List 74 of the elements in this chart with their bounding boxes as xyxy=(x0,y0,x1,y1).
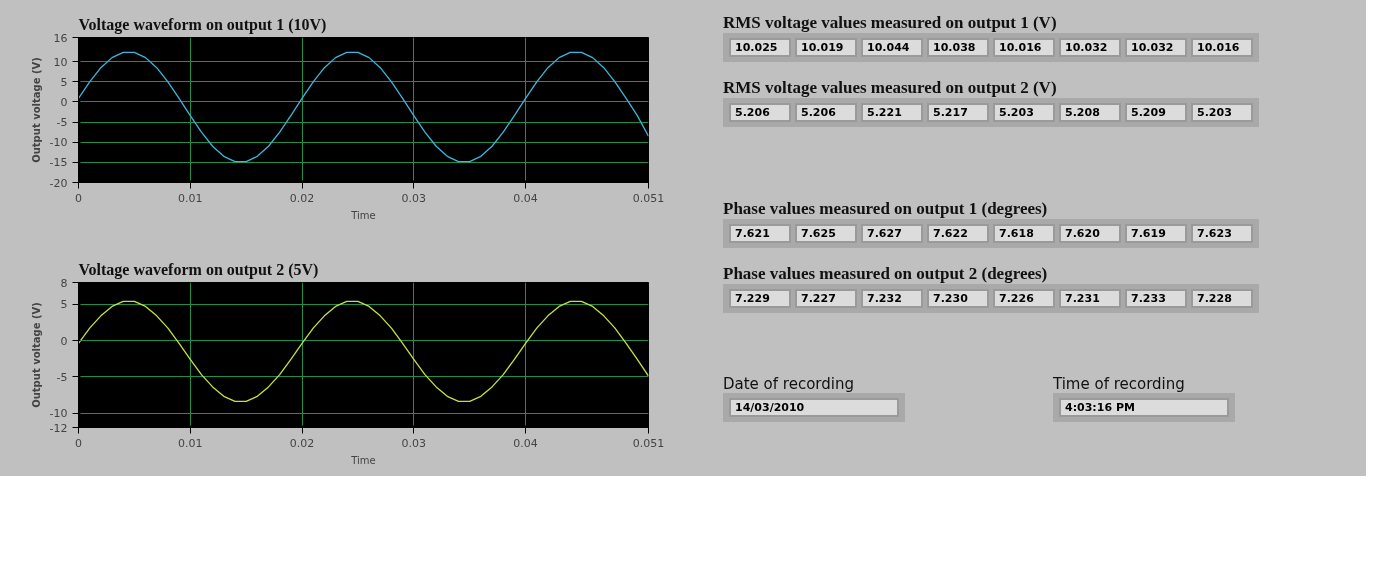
text: 5.206 xyxy=(729,103,791,122)
x-tick-label: 0.03 xyxy=(401,191,427,205)
text: 10.044 xyxy=(861,38,923,57)
text: 10.032 xyxy=(1125,38,1187,57)
line-series xyxy=(78,51,649,163)
x-tick-label: 0.02 xyxy=(289,191,315,205)
text: 5.221 xyxy=(861,103,923,122)
text: 7.618 xyxy=(993,224,1055,243)
text: 7.625 xyxy=(795,224,857,243)
text: 5.209 xyxy=(1125,103,1187,122)
x-tick-label: 0.051 xyxy=(632,191,665,205)
y-tick-label: 16 xyxy=(53,31,68,45)
y-tick-label: -5 xyxy=(56,370,68,384)
text: RMS voltage values measured on output 2 (V) xyxy=(723,78,1058,98)
y-tick-label: 0 xyxy=(60,95,68,109)
text: 7.619 xyxy=(1125,224,1187,243)
text: 7.231 xyxy=(1059,289,1121,308)
text: 7.226 xyxy=(993,289,1055,308)
text: 5.203 xyxy=(1191,103,1253,122)
x-tick-label: 0.01 xyxy=(178,436,203,450)
y-tick-label: -20 xyxy=(49,176,68,190)
x-tick-label: 0.02 xyxy=(289,436,315,450)
y-tick-label: 5 xyxy=(60,75,68,89)
y-tick-label: -5 xyxy=(56,116,68,130)
text: 7.621 xyxy=(729,224,791,243)
text: RMS voltage values measured on output 1 (V) xyxy=(723,13,1058,33)
y-tick-label: 8 xyxy=(60,276,68,290)
x-tick-label: 0.04 xyxy=(513,191,538,205)
text: 4:03:16 PM xyxy=(1059,398,1229,417)
line-series xyxy=(78,300,649,403)
chart-title: Voltage waveform on output 2 (5V) xyxy=(78,260,319,279)
text: 5.217 xyxy=(927,103,989,122)
y-axis-title: Output voltage (V) xyxy=(30,302,42,408)
text: 10.025 xyxy=(729,38,791,57)
x-tick-label: 0.03 xyxy=(401,436,427,450)
y-tick-label: 5 xyxy=(60,298,68,312)
text: Date of recording xyxy=(723,375,855,393)
text: 10.016 xyxy=(993,38,1055,57)
text: 10.038 xyxy=(927,38,989,57)
text: 10.016 xyxy=(1191,38,1253,57)
text: 7.620 xyxy=(1059,224,1121,243)
x-tick-label: 0.04 xyxy=(513,436,538,450)
text: 7.227 xyxy=(795,289,857,308)
text: 5.203 xyxy=(993,103,1055,122)
y-tick-label: -10 xyxy=(49,136,68,150)
text: 7.230 xyxy=(927,289,989,308)
x-tick-label: 0.01 xyxy=(178,191,203,205)
x-tick-label: 0 xyxy=(75,436,82,450)
text: 10.019 xyxy=(795,38,857,57)
text: 7.232 xyxy=(861,289,923,308)
text: 7.233 xyxy=(1125,289,1187,308)
text: Phase values measured on output 1 (degrees) xyxy=(723,199,1049,219)
x-tick-label: 0.051 xyxy=(632,436,665,450)
y-tick-label: -15 xyxy=(49,156,68,170)
text: Phase values measured on output 2 (degrees) xyxy=(723,264,1049,284)
y-tick-label: -10 xyxy=(49,407,68,420)
x-axis-title: Time xyxy=(350,454,376,466)
text: 5.206 xyxy=(795,103,857,122)
y-tick-label: -12 xyxy=(49,421,68,435)
text: Time of recording xyxy=(1053,375,1186,393)
y-axis-title: Output voltage (V) xyxy=(30,57,42,163)
x-tick-label: 0 xyxy=(75,191,82,205)
chart-title: Voltage waveform on output 1 (10V) xyxy=(78,15,327,34)
text: 7.622 xyxy=(927,224,989,243)
y-tick-label: 0 xyxy=(60,334,68,348)
x-axis-title: Time xyxy=(350,209,376,221)
text: 5.208 xyxy=(1059,103,1121,122)
text: 7.228 xyxy=(1191,289,1253,308)
text: 7.623 xyxy=(1191,224,1253,243)
text: 10.032 xyxy=(1059,38,1121,57)
text: 7.627 xyxy=(861,224,923,243)
text: 7.229 xyxy=(729,289,791,308)
y-tick-label: 10 xyxy=(53,55,68,69)
text: 14/03/2010 xyxy=(729,398,899,417)
